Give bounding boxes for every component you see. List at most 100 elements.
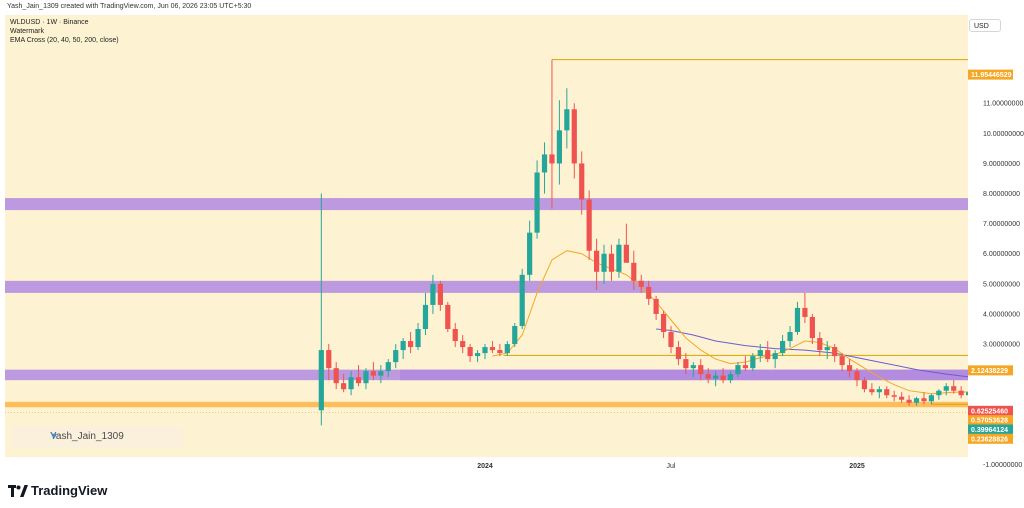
candle-body [824, 347, 830, 351]
candle-body [452, 329, 458, 342]
candle-body [653, 298, 659, 314]
price-label-text: 0.39964124 [971, 427, 1008, 434]
candle-body [341, 383, 347, 390]
price-label-text: 11.95446529 [971, 72, 1012, 79]
candle-body [422, 304, 429, 329]
price-tick-label: 11.00000000 [983, 101, 1023, 108]
price-tick-label: 4.00000000 [983, 311, 1020, 318]
candle-body [623, 244, 629, 263]
candle-body [817, 338, 823, 351]
candle-body [787, 332, 793, 342]
candle-body [757, 350, 763, 357]
candle-body [936, 390, 942, 396]
resistance-zone-lower [400, 369, 968, 381]
candle-body [601, 253, 607, 272]
candle-body [318, 350, 324, 411]
candle-body [906, 399, 912, 403]
candle-body [348, 377, 354, 390]
price-label-text: 0.62525460 [971, 408, 1008, 415]
candle-body [571, 109, 577, 164]
price-scale[interactable]: 11.00000000 10.00000000 9.00000000 8.000000… [968, 15, 1024, 475]
candle-body [385, 362, 391, 372]
candle-body [675, 347, 682, 360]
candle-body [869, 389, 875, 393]
candle-body [638, 280, 644, 287]
candle-body [482, 347, 488, 354]
candle-body [378, 371, 384, 376]
price-label-text: 0.57053628 [971, 418, 1008, 425]
candle-body [772, 353, 778, 360]
price-tick-label: -1.00000000 [983, 462, 1022, 469]
time-tick-label: 2024 [477, 463, 493, 470]
watermark-label[interactable]: Watermark [10, 28, 44, 35]
price-label-badge [968, 424, 1013, 435]
candle-body [474, 353, 481, 357]
candle-body [579, 163, 585, 200]
heart-icon: ♥ [51, 431, 57, 442]
candle-body [921, 398, 927, 402]
candle-body [861, 380, 868, 390]
footer-brand[interactable]: TradingView [31, 483, 108, 498]
candle-body [646, 286, 652, 299]
ema-slow-line [656, 328, 968, 378]
chart-plot-area[interactable] [5, 15, 968, 457]
candle-body [966, 392, 968, 396]
candle-body [370, 371, 376, 376]
support-band [5, 401, 968, 408]
price-tick-label: 3.00000000 [983, 342, 1020, 349]
time-axis[interactable]: 2024Jul2025Jul2026Jul [5, 457, 968, 475]
candle-body [839, 356, 845, 366]
candle-body [884, 389, 890, 396]
candle-body [400, 341, 406, 351]
price-tick-label: 7.00000000 [983, 221, 1020, 228]
candle-body [631, 262, 637, 281]
candle-body [846, 365, 853, 372]
price-tick-label: 9.00000000 [983, 161, 1020, 168]
price-tick-label: 8.00000000 [983, 191, 1020, 198]
candle-body [794, 307, 801, 333]
candle-body [460, 341, 466, 348]
price-label-text: 0.23628826 [971, 436, 1008, 443]
candle-body [854, 371, 860, 381]
price-scale-labels: 11.00000000 10.00000000 9.00000000 8.000000… [968, 69, 1024, 469]
candle-body [541, 154, 548, 173]
candle-body [705, 374, 711, 379]
candle-body [735, 365, 741, 375]
time-tick-label: 2025 [849, 463, 865, 470]
candle-body [556, 130, 562, 164]
candle-body [958, 390, 964, 396]
candle-body [913, 398, 920, 403]
price-tick-label: 6.00000000 [983, 251, 1020, 258]
candle-body [713, 375, 719, 379]
candle-body [780, 341, 786, 354]
candle-body [497, 350, 503, 354]
candle-body [363, 371, 369, 384]
candle-body [519, 274, 525, 326]
candle-body [489, 347, 496, 351]
candle-body [928, 395, 934, 402]
candle-body [534, 172, 540, 233]
candle-body [437, 283, 443, 305]
candle-body [876, 389, 882, 393]
currency-button[interactable]: USD [969, 19, 1001, 32]
chart-legend: WLDUSD · 1W · Binance Watermark EMA Cros… [10, 18, 119, 45]
candle-body [690, 365, 696, 369]
tradingview-logo-icon[interactable] [8, 484, 28, 498]
candle-body [445, 304, 451, 329]
indicator-label[interactable]: EMA Cross (20, 40, 50, 200, close) [10, 37, 119, 44]
candle-body [616, 244, 622, 272]
candle-body [527, 232, 533, 275]
symbol-line[interactable]: WLDUSD · 1W · Binance [10, 19, 89, 26]
price-label-badge [968, 69, 1013, 80]
candle-body [393, 350, 399, 363]
watermark-box: Yash_Jain_1309 [12, 426, 183, 448]
candle-body [512, 325, 518, 345]
candle-body [415, 329, 421, 348]
candlestick-chart [5, 59, 968, 426]
candle-body [660, 313, 667, 333]
price-label-badge [968, 415, 1013, 426]
price-label-badge [968, 433, 1013, 444]
candle-body [951, 386, 957, 391]
resistance-zone [5, 280, 968, 293]
candle-body [832, 347, 838, 357]
